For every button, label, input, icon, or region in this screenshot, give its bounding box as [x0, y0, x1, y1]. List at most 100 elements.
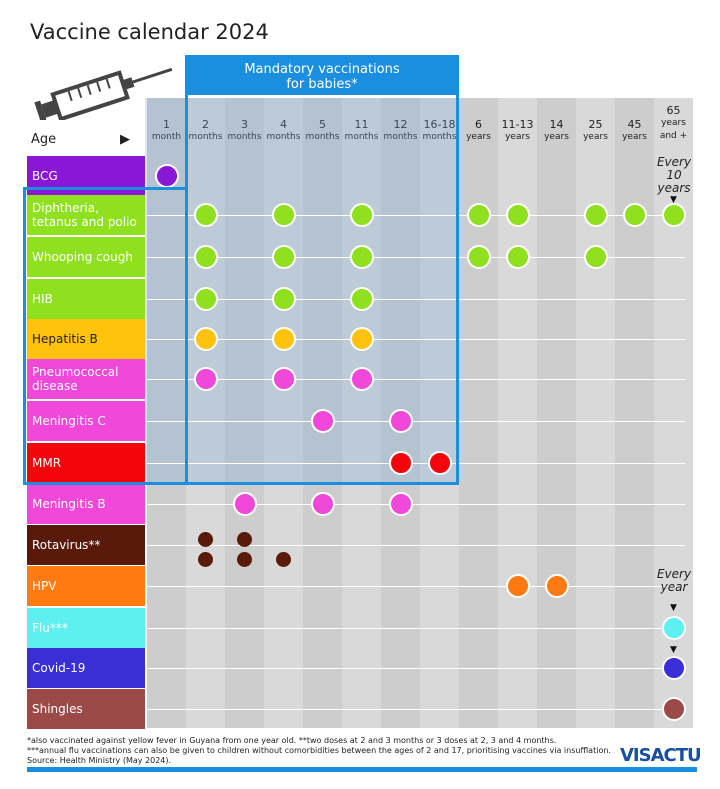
row-line: [145, 299, 685, 300]
vaccine-dose-dot: [276, 552, 291, 567]
page-title: Vaccine calendar 2024: [30, 20, 269, 44]
syringe-icon: [34, 67, 173, 120]
bottom-bar: [27, 767, 697, 772]
row-line: [145, 421, 685, 422]
column-header: 16-18 months: [422, 118, 457, 142]
row-label: Whooping cough: [27, 237, 145, 277]
vaccine-dose-dot: [661, 656, 686, 680]
row-line: [145, 586, 685, 587]
vaccine-dose-dot: [544, 574, 569, 598]
row-label: HIB: [27, 279, 145, 319]
vaccine-dose-dot: [349, 287, 374, 311]
vaccine-dose-dot: [232, 492, 257, 516]
down-arrow-icon: ▼: [670, 195, 677, 205]
vaccine-dose-dot: [154, 164, 179, 188]
brand-logo: VISACTU: [620, 745, 702, 766]
row-line: [145, 339, 685, 340]
row-label: Meningitis B: [27, 484, 145, 524]
vaccine-dose-dot: [661, 203, 686, 227]
vaccine-dose-dot: [349, 327, 374, 351]
column-header: 1 month: [151, 118, 182, 142]
vaccine-dose-dot: [193, 327, 218, 351]
mandatory-label: Mandatory vaccinations for babies*: [187, 57, 457, 95]
column-stripe: [147, 98, 186, 728]
column-header: 5 months: [305, 118, 340, 142]
row-label: Shingles: [27, 689, 145, 729]
vaccine-dose-dot: [388, 409, 413, 433]
row-label: Meningitis C: [27, 401, 145, 441]
row-label: Flu***: [27, 608, 145, 648]
row-line: [145, 628, 685, 629]
row-line: [145, 668, 685, 669]
note-every-year: Every year: [656, 567, 692, 594]
row-line: [145, 504, 685, 505]
column-stripe: [537, 98, 576, 728]
vaccine-dose-dot: [505, 203, 530, 227]
column-header: 12 months: [383, 118, 418, 142]
column-header: 14 years: [544, 118, 569, 142]
column-header: 6 years: [466, 118, 491, 142]
vaccine-dose-dot: [388, 451, 413, 475]
vaccine-dose-dot: [466, 245, 491, 269]
column-header: 25 years: [583, 118, 608, 142]
column-stripe: [459, 98, 498, 728]
column-stripe: [420, 98, 459, 728]
vaccine-dose-dot: [661, 697, 686, 721]
footnotes: *also vaccinated against yellow fever in…: [27, 736, 611, 765]
vaccine-dose-dot: [271, 367, 296, 391]
column-stripe: [225, 98, 264, 728]
vaccine-dose-dot: [349, 245, 374, 269]
vaccine-dose-dot: [271, 245, 296, 269]
vaccine-dose-dot: [349, 367, 374, 391]
vaccine-dose-dot: [198, 552, 213, 567]
down-arrow-icon: ▼: [670, 645, 677, 655]
vaccine-dose-dot: [237, 552, 252, 567]
row-label: HPV: [27, 566, 145, 606]
vaccine-dose-dot: [505, 245, 530, 269]
vaccine-dose-dot: [193, 245, 218, 269]
down-arrow-icon: ▼: [670, 603, 677, 613]
column-stripe: [498, 98, 537, 728]
column-header: 45 years: [622, 118, 647, 142]
column-header: 65 years and +: [659, 104, 688, 141]
vaccine-dose-dot: [388, 492, 413, 516]
row-label: Rotavirus**: [27, 525, 145, 565]
vaccine-dose-dot: [193, 287, 218, 311]
row-line: [145, 215, 685, 216]
note-every-10-years: Every 10 years: [656, 155, 692, 195]
age-arrow-icon: ▶: [120, 132, 130, 147]
row-label: Diphtheria, tetanus and polio: [27, 195, 145, 235]
column-stripe: [576, 98, 615, 728]
vaccine-dose-dot: [505, 574, 530, 598]
row-line: [145, 709, 685, 710]
vaccine-dose-dot: [349, 203, 374, 227]
row-label: Pneumococcal disease: [27, 359, 145, 399]
vaccine-dose-dot: [583, 245, 608, 269]
row-line: [145, 545, 685, 546]
vaccine-dose-dot: [198, 532, 213, 547]
row-label: MMR: [27, 443, 145, 483]
vaccine-dose-dot: [193, 203, 218, 227]
age-label: Age: [31, 132, 57, 147]
vaccine-dose-dot: [466, 203, 491, 227]
column-header: 2 months: [188, 118, 223, 142]
vaccine-dose-dot: [271, 203, 296, 227]
vaccine-dose-dot: [237, 532, 252, 547]
row-label: BCG: [27, 156, 145, 196]
column-stripe: [615, 98, 654, 728]
vaccine-dose-dot: [622, 203, 647, 227]
row-label: Hepatitis B: [27, 319, 145, 359]
vaccine-dose-dot: [661, 616, 686, 640]
column-header: 4 months: [266, 118, 301, 142]
row-line: [145, 463, 685, 464]
vaccine-dose-dot: [271, 287, 296, 311]
row-label: Covid-19: [27, 648, 145, 688]
column-header: 11-13 years: [501, 118, 534, 142]
vaccine-dose-dot: [193, 367, 218, 391]
row-line: [145, 257, 685, 258]
vaccine-dose-dot: [310, 492, 335, 516]
vaccine-dose-dot: [271, 327, 296, 351]
vaccine-dose-dot: [583, 203, 608, 227]
column-header: 3 months: [227, 118, 262, 142]
vaccine-dose-dot: [310, 409, 335, 433]
